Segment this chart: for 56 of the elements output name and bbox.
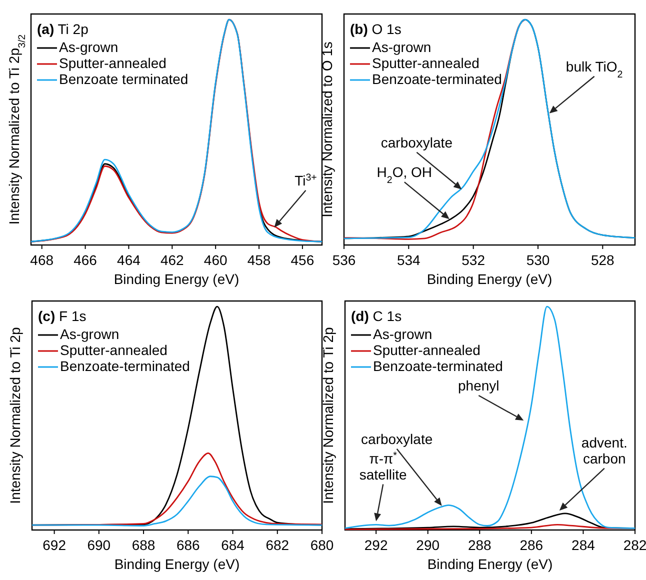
legend-label: Benzoate terminated xyxy=(59,71,188,87)
x-tick-label: 286 xyxy=(520,537,544,553)
x-tick-label: 458 xyxy=(247,252,271,268)
chart-title: (c) F 1s xyxy=(38,308,86,324)
x-axis-title: Binding Energy (eV) xyxy=(114,271,240,287)
x-tick-label: 688 xyxy=(132,537,156,553)
x-tick-label: 456 xyxy=(290,252,314,268)
annotation: carboxylate xyxy=(380,134,453,150)
chart-title: (a) Ti 2p xyxy=(37,21,89,37)
annotation: π-π$^{*}$ satellite xyxy=(359,450,408,482)
legend-label: As-grown xyxy=(372,39,432,55)
x-tick-label: 292 xyxy=(364,537,388,553)
legend-label: Benzoate-terminated xyxy=(372,71,502,87)
legend-label: Benzoate-terminated xyxy=(373,358,503,374)
x-tick-label: 288 xyxy=(468,537,492,553)
annotation: advent. carbon xyxy=(581,434,628,466)
legend-label: Benzoate-terminated xyxy=(60,358,190,374)
x-tick-label: 682 xyxy=(266,537,290,553)
x-tick-label: 680 xyxy=(310,537,334,553)
x-tick-label: 692 xyxy=(42,537,66,553)
x-tick-label: 690 xyxy=(87,537,111,553)
annotation: carboxylate xyxy=(361,430,433,447)
legend-label: As-grown xyxy=(373,326,432,342)
annotation: Ti$^{3+}$ xyxy=(294,172,318,188)
x-tick-label: 284 xyxy=(572,537,596,553)
x-tick-label: 686 xyxy=(176,537,200,553)
y-axis-title: Intensity Normalized to O 1s xyxy=(319,42,335,218)
x-tick-label: 468 xyxy=(30,252,54,268)
x-tick-label: 534 xyxy=(396,252,421,268)
annotation: phenyl xyxy=(458,378,500,394)
x-axis-title: Binding Energy (eV) xyxy=(426,271,552,287)
y-axis-title: Intensity Normalized to Ti 2p xyxy=(320,326,336,504)
legend-label: Sputter-annealed xyxy=(60,342,168,358)
chart-title: (d) C 1s xyxy=(351,308,402,324)
x-tick-label: 290 xyxy=(416,537,440,553)
x-tick-label: 530 xyxy=(526,252,550,268)
x-tick-label: 528 xyxy=(590,252,615,268)
legend-label: As-grown xyxy=(60,326,120,342)
x-tick-label: 536 xyxy=(332,252,356,268)
x-axis-title: Binding Energy (eV) xyxy=(114,556,240,572)
legend-label: Sputter-annealed xyxy=(373,342,480,358)
x-tick-label: 282 xyxy=(623,537,646,553)
annotation: bulk TiO$_{2}$ xyxy=(566,58,623,80)
legend-label: Sputter-annealed xyxy=(59,55,166,71)
annotation: H$_{2}$O, OH xyxy=(376,164,432,186)
x-tick-label: 684 xyxy=(221,537,245,553)
y-axis-title: Intensity Normalized to Ti 2p xyxy=(7,326,23,504)
chart-title: (b) O 1s xyxy=(350,21,402,37)
legend-label: Sputter-annealed xyxy=(372,55,480,71)
x-tick-label: 466 xyxy=(74,252,98,268)
legend-label: As-grown xyxy=(59,39,118,55)
x-tick-label: 464 xyxy=(117,252,141,268)
x-tick-label: 462 xyxy=(160,252,184,268)
x-tick-label: 460 xyxy=(204,252,228,268)
x-tick-label: 532 xyxy=(462,252,486,268)
x-axis-title: Binding Energy (eV) xyxy=(427,556,553,572)
